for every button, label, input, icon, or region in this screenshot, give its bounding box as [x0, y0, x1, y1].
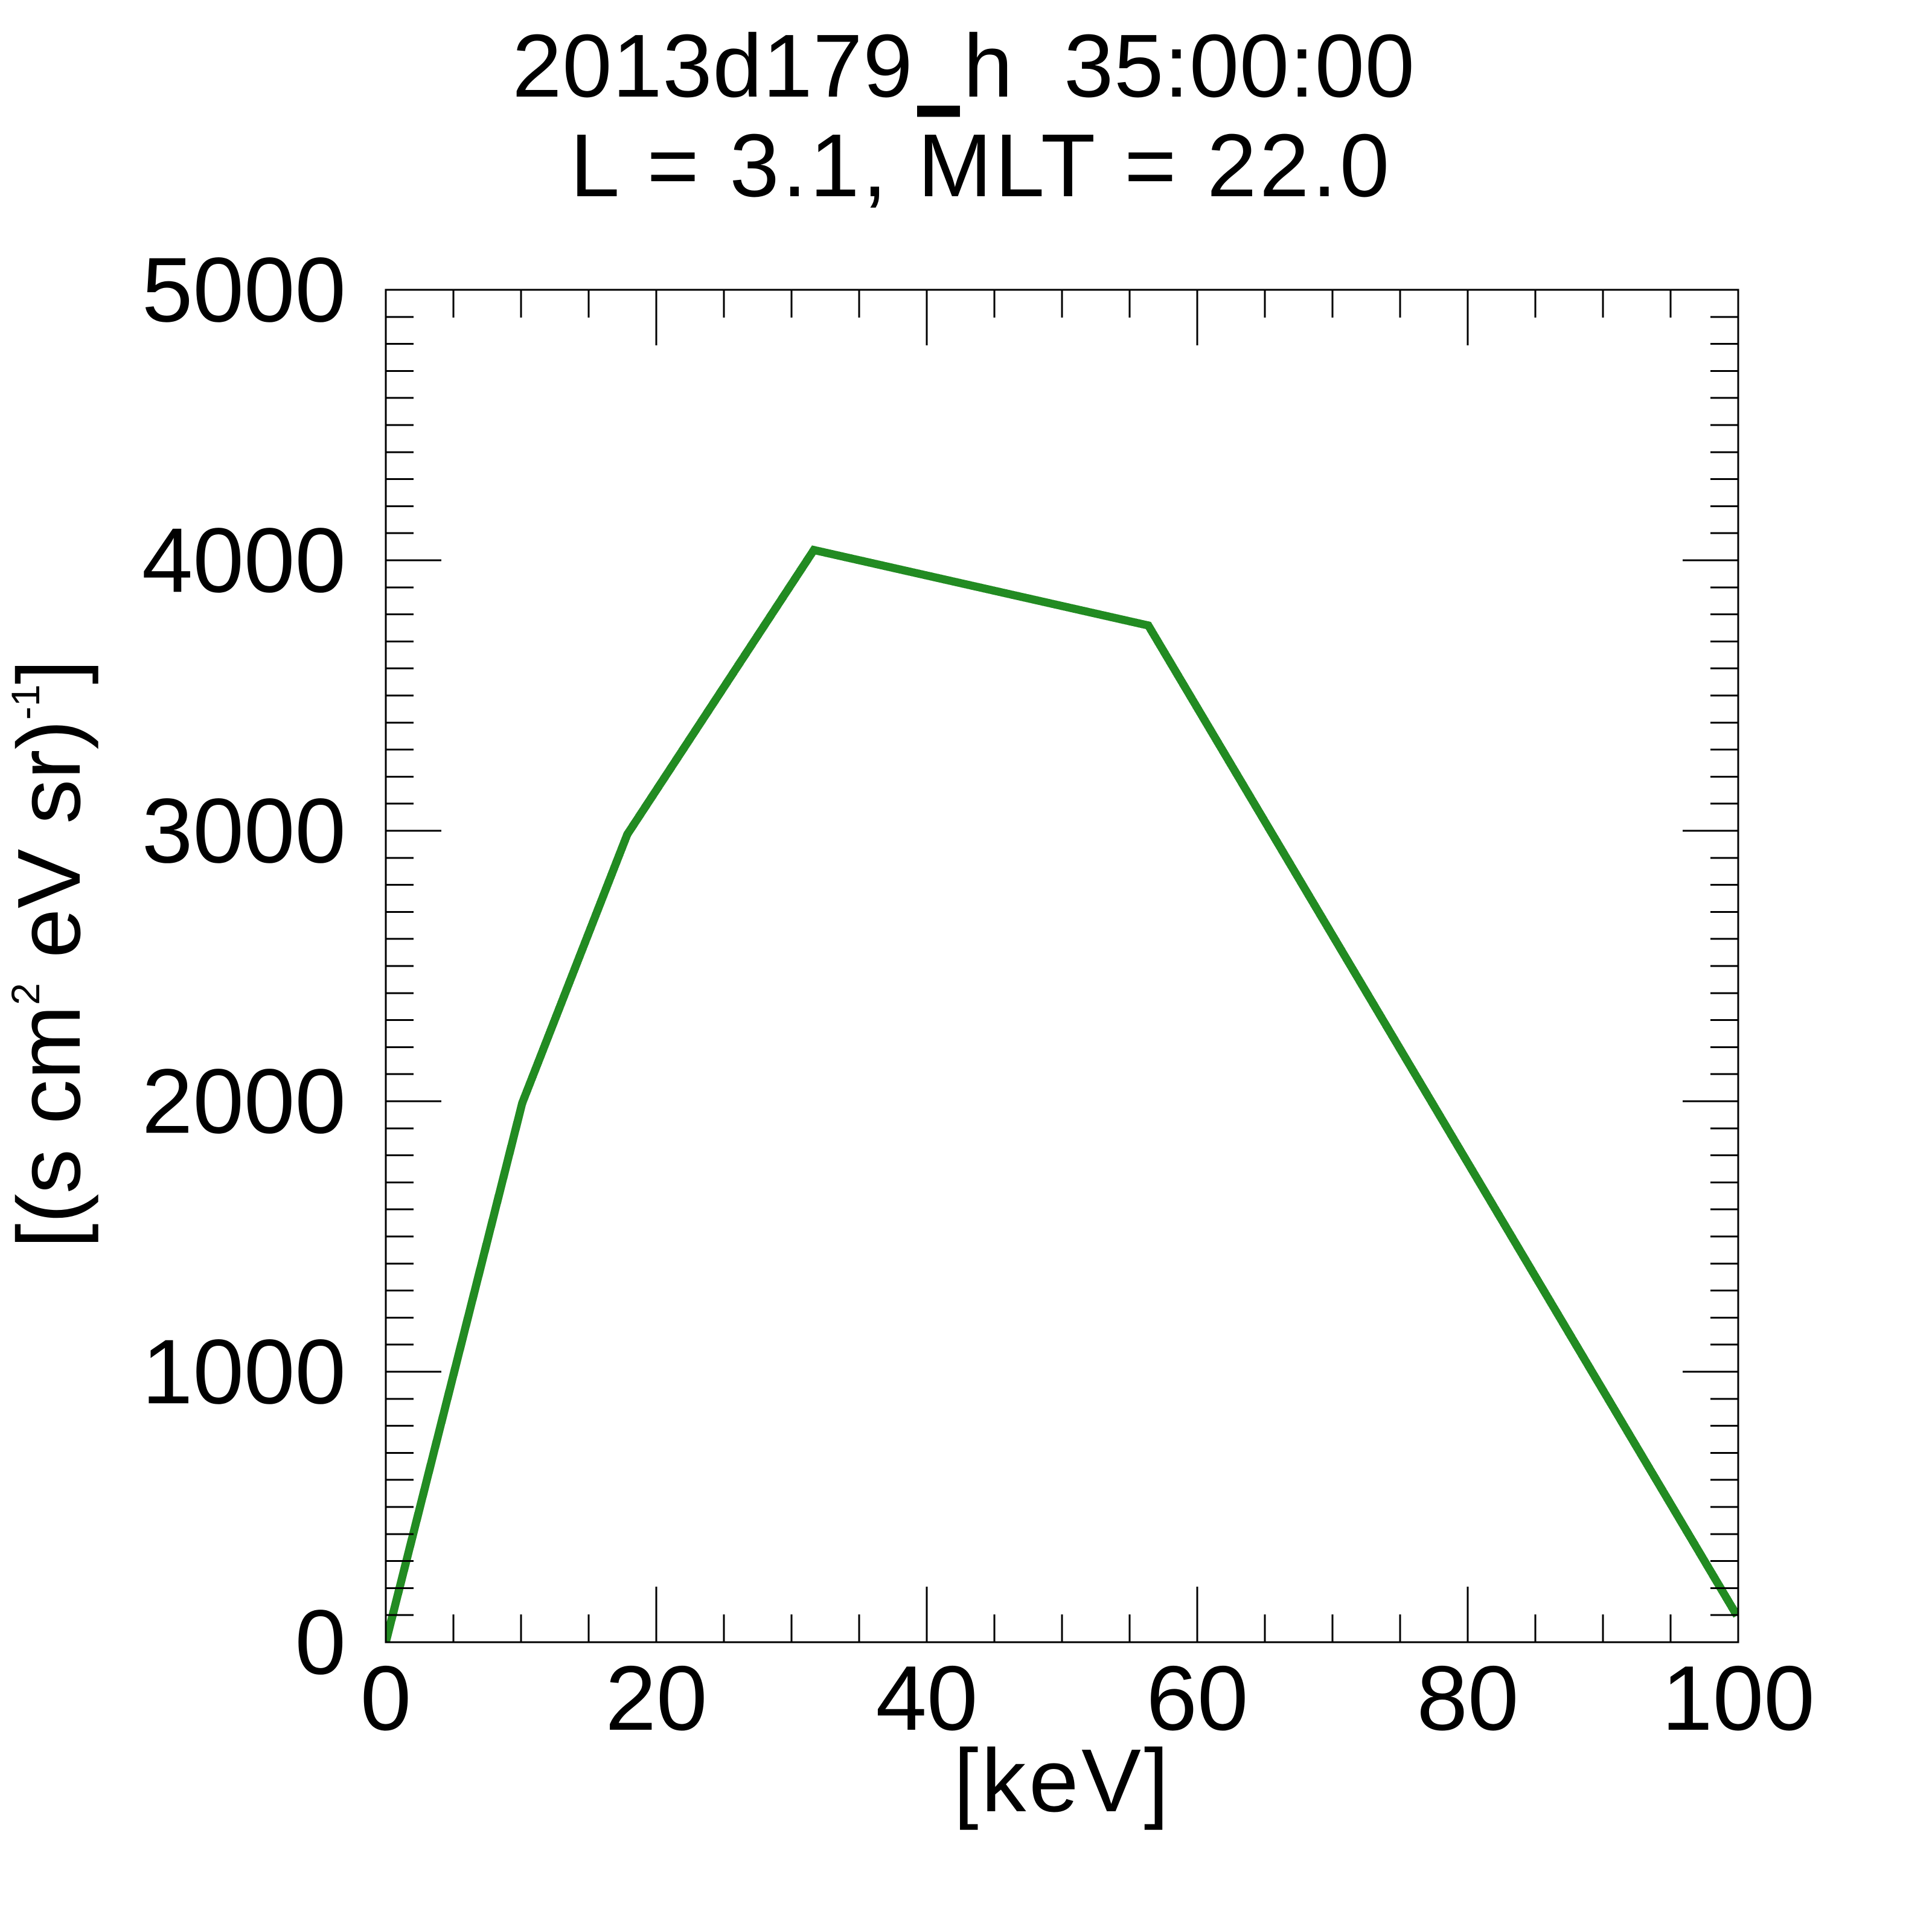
svg-text:40: 40 — [875, 1647, 977, 1750]
svg-text:20: 20 — [605, 1647, 707, 1750]
svg-text:3000: 3000 — [142, 779, 346, 882]
svg-text:0: 0 — [360, 1647, 412, 1750]
svg-text:1000: 1000 — [142, 1320, 346, 1423]
svg-text:0: 0 — [295, 1591, 346, 1694]
svg-text:5000: 5000 — [142, 238, 346, 341]
svg-text:L = 3.1, MLT = 22.0: L = 3.1, MLT = 22.0 — [570, 116, 1392, 216]
svg-text:60: 60 — [1146, 1647, 1248, 1750]
svg-text:100: 100 — [1662, 1647, 1815, 1750]
svg-text:2013d179_h 35:00:00: 2013d179_h 35:00:00 — [512, 16, 1415, 116]
svg-text:80: 80 — [1416, 1647, 1518, 1750]
svg-text:4000: 4000 — [142, 509, 346, 612]
svg-text:[(s cm2 eV sr)-1]: [(s cm2 eV sr)-1] — [0, 659, 99, 1248]
svg-text:2000: 2000 — [142, 1050, 346, 1153]
svg-text:[keV]: [keV] — [953, 1731, 1171, 1831]
